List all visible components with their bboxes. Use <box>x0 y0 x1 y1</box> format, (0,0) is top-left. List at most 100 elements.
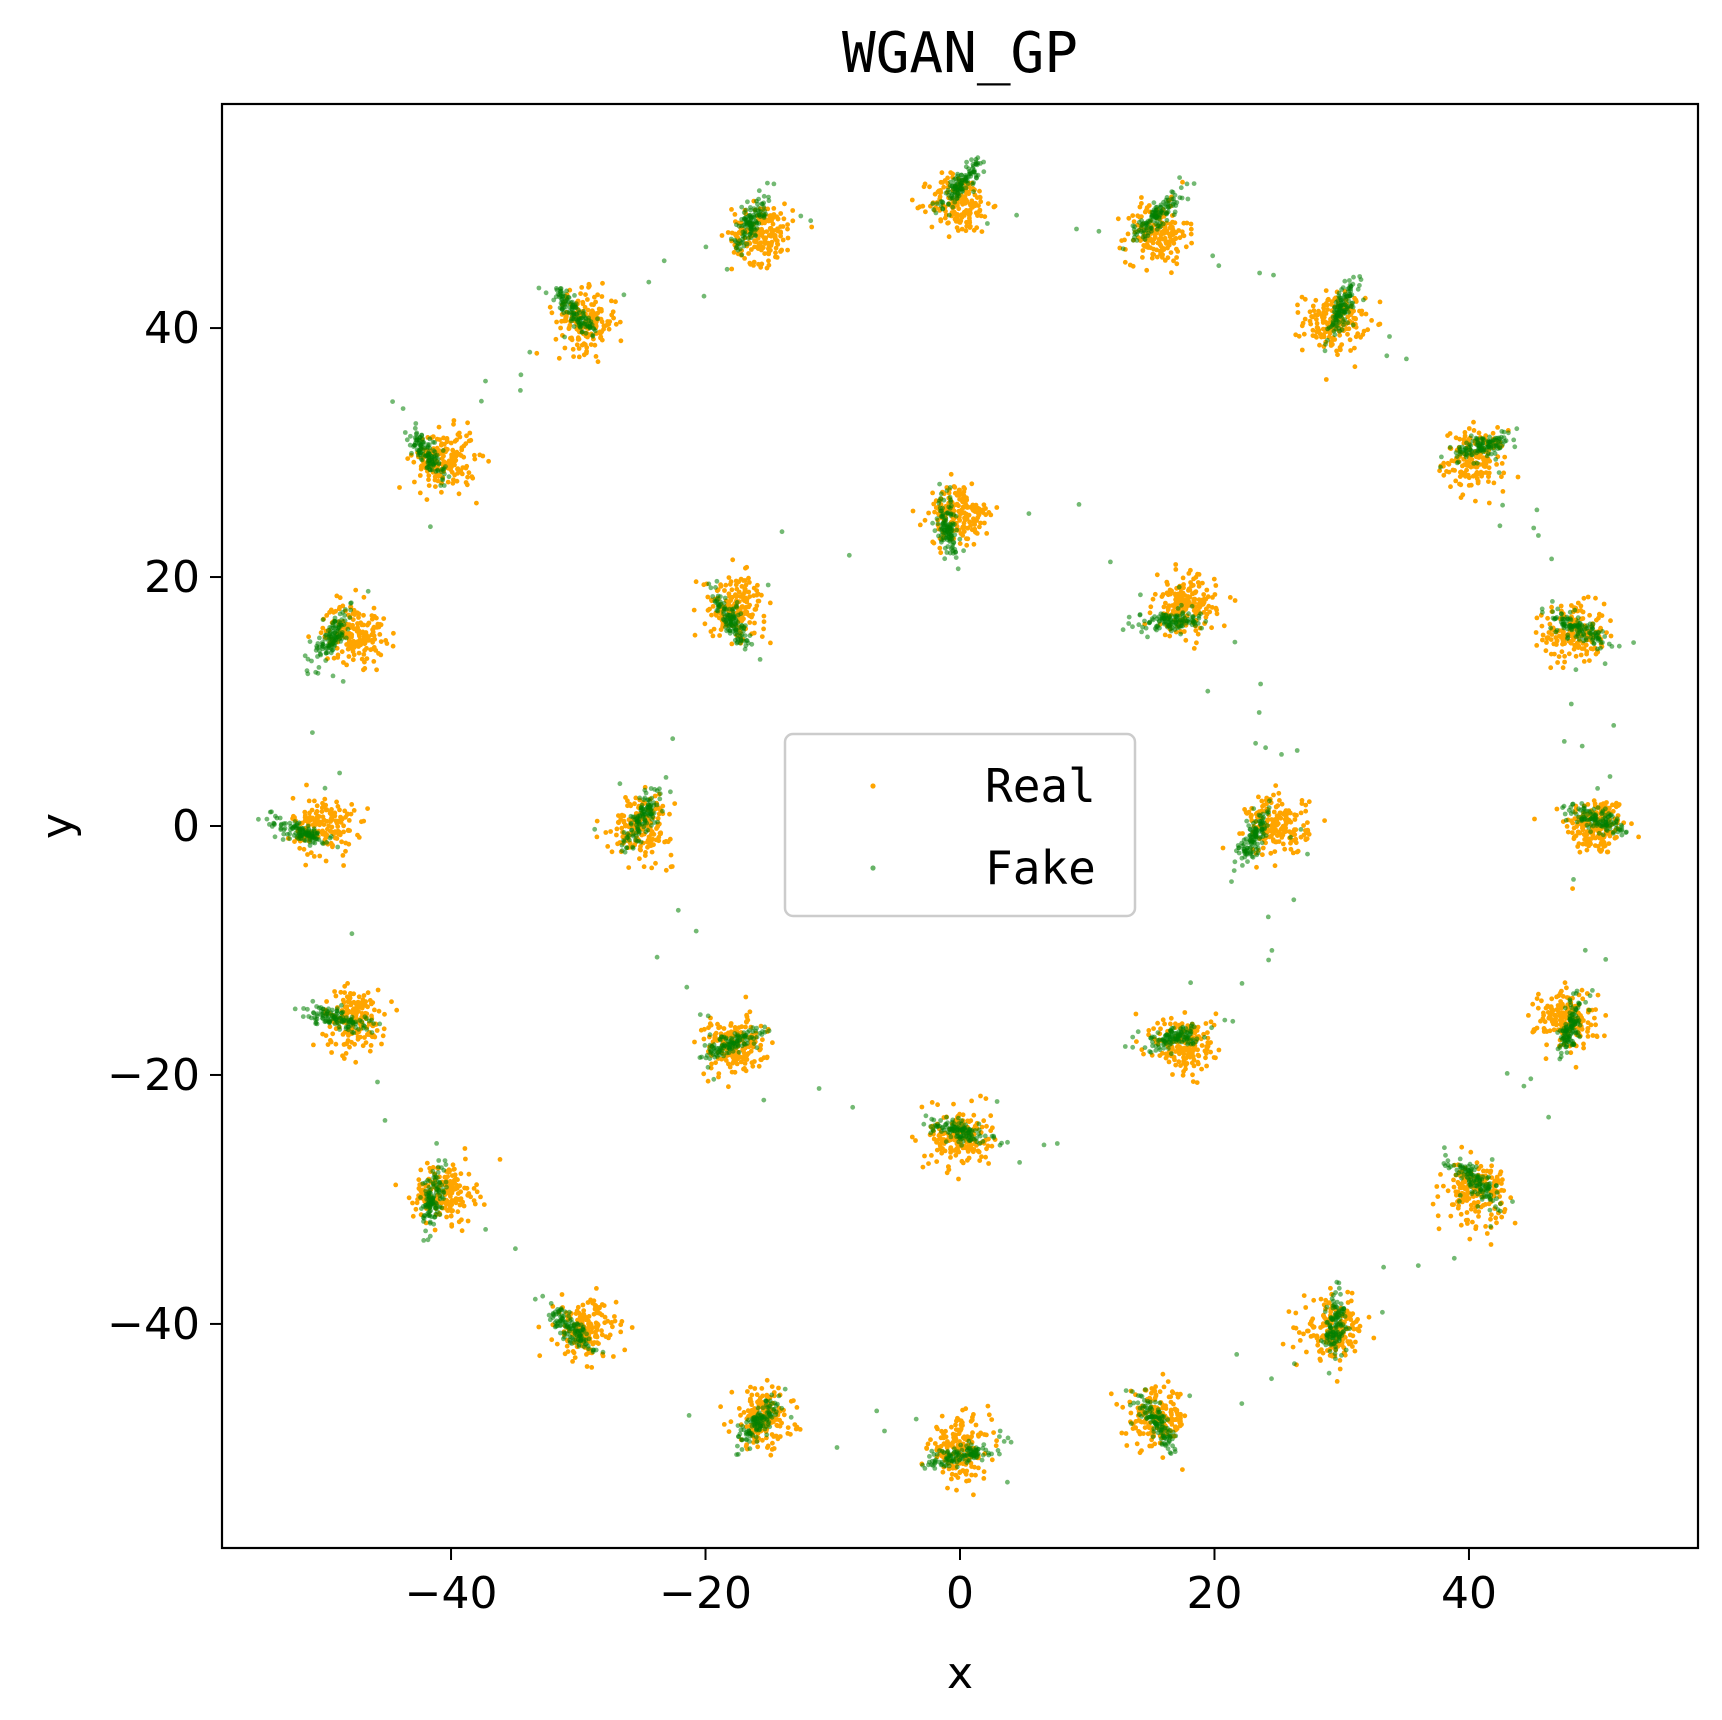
real-point <box>734 586 740 592</box>
real-point <box>455 1191 461 1196</box>
real-point <box>776 1385 781 1391</box>
real-point <box>713 1035 718 1040</box>
real-point <box>1158 232 1164 238</box>
real-point <box>1303 808 1309 814</box>
real-point <box>1208 1019 1214 1025</box>
real-point <box>749 1408 755 1413</box>
real-point <box>341 823 346 829</box>
real-point <box>369 1013 374 1019</box>
real-point <box>1200 580 1205 586</box>
real-point <box>953 1422 958 1428</box>
real-point <box>701 1036 707 1042</box>
real-point <box>1189 240 1194 246</box>
real-point <box>426 483 432 488</box>
real-point <box>1318 1296 1324 1302</box>
real-point <box>338 989 344 995</box>
real-point <box>606 326 612 332</box>
real-point <box>1301 1331 1306 1337</box>
real-point <box>1209 625 1214 631</box>
real-point <box>580 1302 586 1308</box>
real-point <box>1376 322 1381 328</box>
real-point <box>1180 1072 1186 1078</box>
real-point <box>1462 1186 1468 1192</box>
real-point <box>1451 1177 1456 1183</box>
real-point <box>1149 1443 1155 1449</box>
real-point <box>478 1194 483 1200</box>
real-point <box>1317 342 1322 348</box>
real-point <box>607 1332 613 1338</box>
real-point <box>622 1347 628 1353</box>
real-point <box>729 641 735 647</box>
real-point <box>562 1351 568 1357</box>
real-point <box>412 479 417 485</box>
real-point <box>356 835 362 840</box>
real-point <box>625 798 630 804</box>
real-point <box>938 550 944 556</box>
real-point <box>938 1144 943 1149</box>
real-point <box>767 600 773 606</box>
real-point <box>1180 179 1185 185</box>
real-point <box>1526 1013 1531 1018</box>
real-point <box>619 825 625 831</box>
real-point <box>1318 1347 1324 1352</box>
real-point <box>368 1043 374 1048</box>
real-point <box>1323 288 1329 293</box>
real-point <box>729 207 734 212</box>
real-point <box>1205 1030 1210 1035</box>
real-point <box>307 810 312 816</box>
real-point <box>1154 572 1160 578</box>
real-point <box>1430 1201 1436 1207</box>
real-point <box>472 456 478 462</box>
real-point <box>589 1365 595 1370</box>
real-point <box>1458 482 1464 488</box>
real-point <box>1348 1317 1354 1322</box>
real-point <box>755 582 760 588</box>
real-point <box>754 1392 760 1398</box>
real-point <box>766 218 771 224</box>
real-point <box>325 1042 331 1047</box>
real-point <box>1163 600 1168 606</box>
real-point <box>1174 246 1179 252</box>
real-point <box>1139 214 1144 220</box>
real-point <box>450 1162 456 1168</box>
real-point <box>442 1205 448 1211</box>
real-point <box>1462 430 1468 435</box>
real-point <box>1193 628 1199 633</box>
real-point <box>1282 829 1287 835</box>
real-point <box>927 184 932 190</box>
real-point <box>1270 837 1276 842</box>
real-point <box>1566 651 1572 657</box>
real-point <box>719 233 725 238</box>
real-point <box>649 865 655 871</box>
real-point <box>603 1334 609 1339</box>
real-point <box>1549 1019 1555 1024</box>
real-point <box>984 531 990 536</box>
real-point <box>750 1063 756 1069</box>
real-point <box>973 1472 978 1478</box>
real-point <box>983 512 989 518</box>
real-point <box>964 1468 970 1474</box>
real-point <box>1486 465 1492 471</box>
real-point <box>618 1329 624 1335</box>
real-point <box>328 1039 334 1045</box>
real-point <box>1189 583 1194 589</box>
real-point <box>346 841 352 847</box>
real-point <box>705 1078 711 1084</box>
real-point <box>1155 240 1161 246</box>
real-point <box>1453 1189 1459 1195</box>
real-point <box>1325 307 1330 312</box>
real-point <box>344 1006 350 1011</box>
real-point <box>1486 1201 1492 1207</box>
real-point <box>320 814 326 820</box>
real-point <box>1203 1021 1209 1026</box>
real-point <box>1468 482 1474 488</box>
real-point <box>744 1019 749 1025</box>
real-point <box>1471 428 1477 433</box>
real-point <box>1140 248 1146 253</box>
real-point <box>726 575 732 580</box>
real-point <box>1540 632 1546 638</box>
real-point <box>376 1008 382 1014</box>
real-point <box>454 478 460 484</box>
real-point <box>1532 1027 1538 1032</box>
real-point <box>376 624 382 630</box>
